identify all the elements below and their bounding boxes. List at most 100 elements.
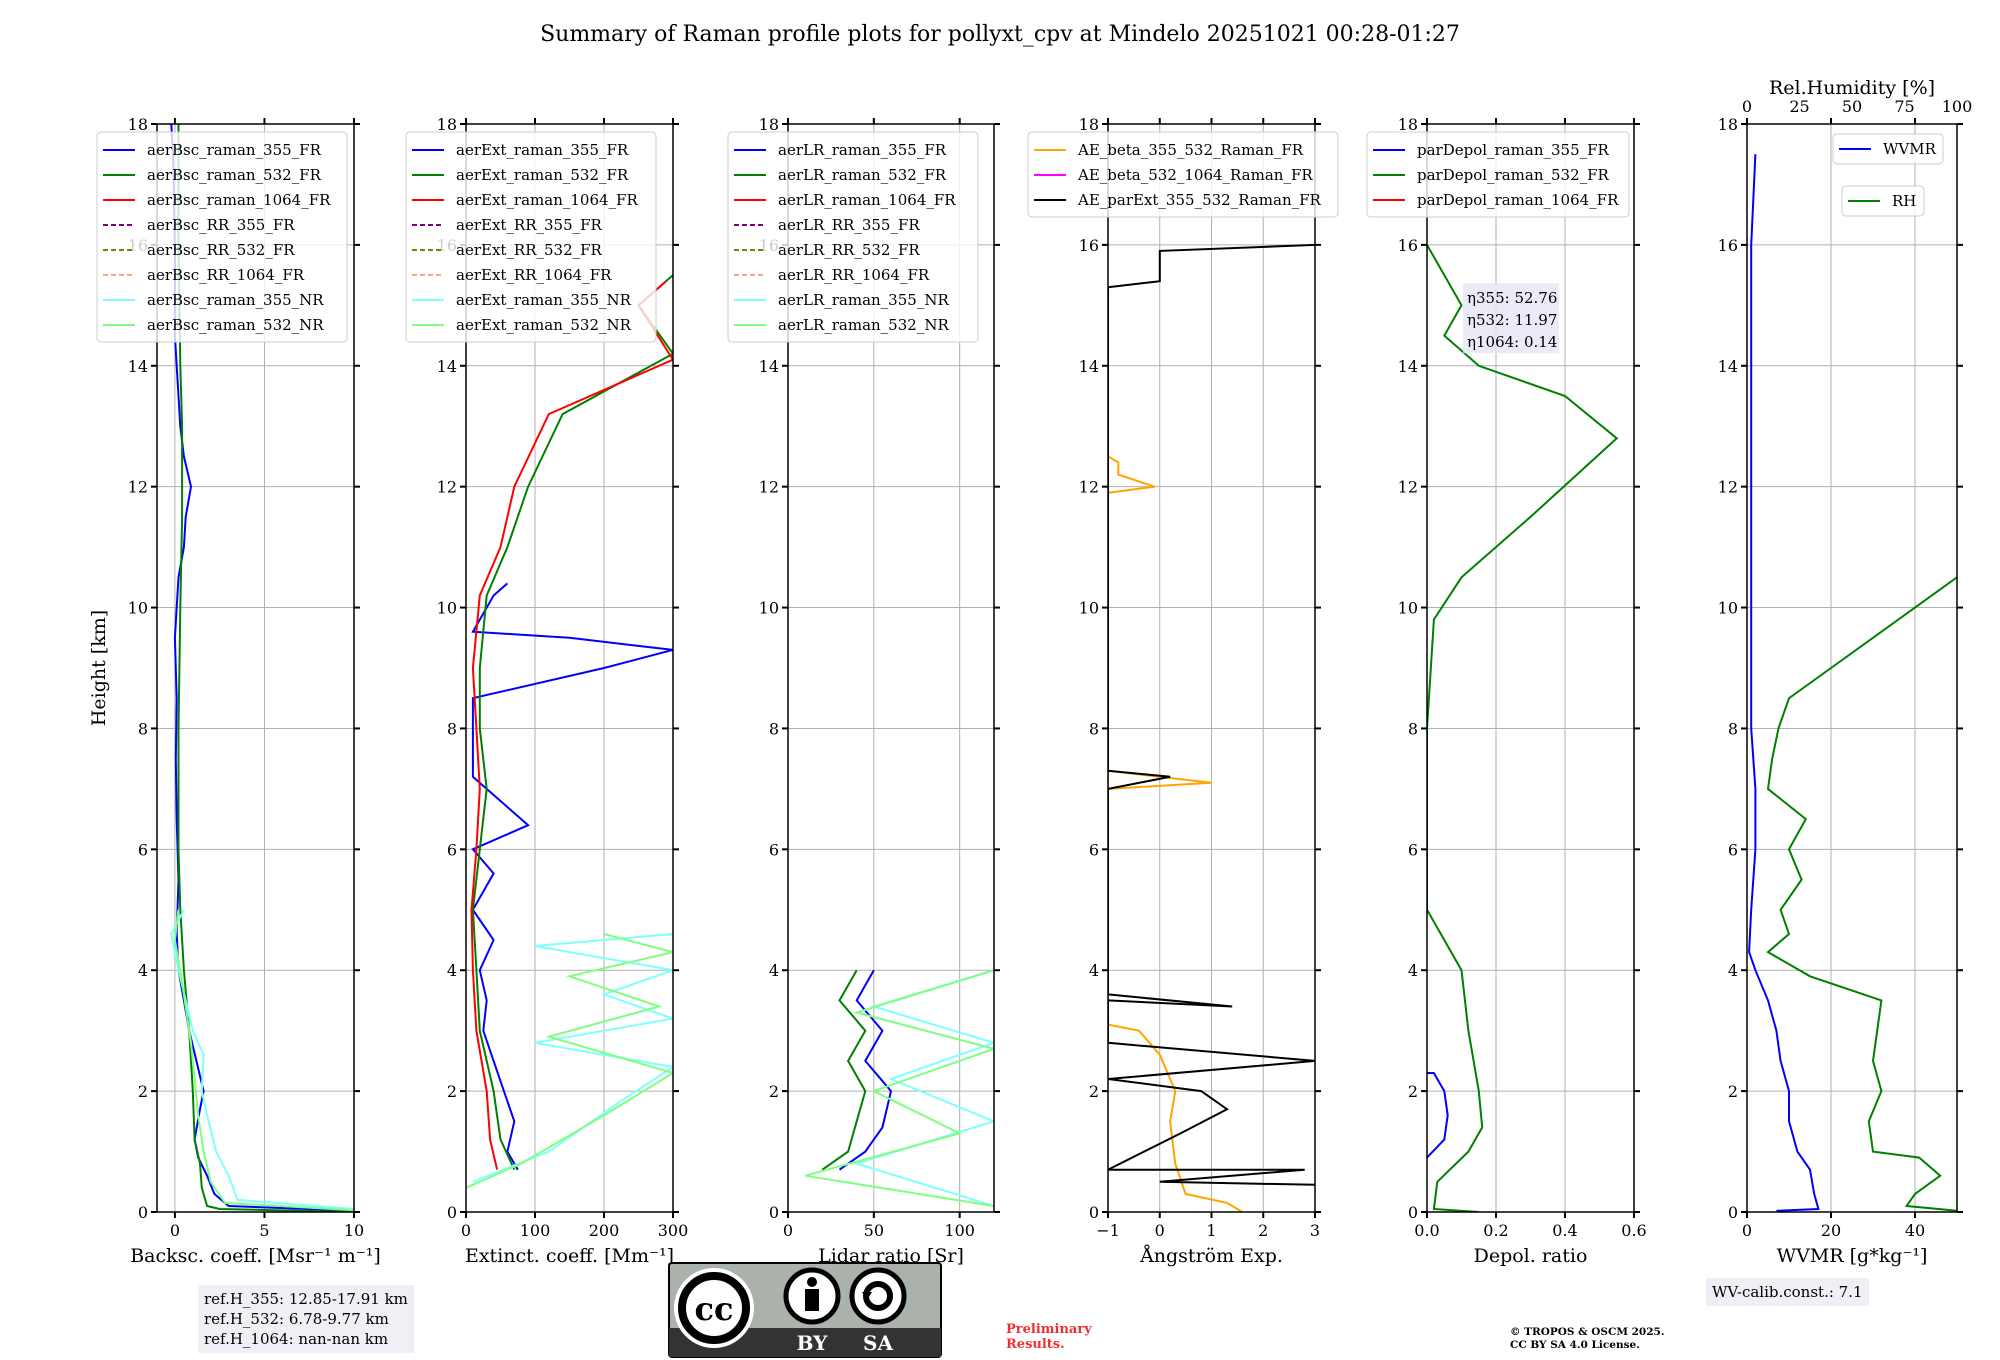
y-tick-label: 8: [447, 719, 457, 738]
eta-355: η355: 52.76: [1467, 289, 1557, 307]
y-tick-label: 4: [447, 961, 457, 980]
y-tick-label: 4: [138, 961, 148, 980]
eta-1064: η1064: 0.14: [1467, 333, 1557, 351]
y-tick-label: 4: [1089, 961, 1099, 980]
y-tick-label: 16: [1718, 236, 1738, 255]
top-x-tick-label: 50: [1842, 97, 1862, 116]
y-tick-label: 6: [1728, 840, 1738, 859]
y-tick-label: 0: [138, 1203, 148, 1222]
x-tick-label: 0: [461, 1221, 471, 1240]
series-line-aerBsc_raman_532_FR: [177, 124, 354, 1212]
x-tick-label: 100: [520, 1221, 551, 1240]
badge-label-sa: SA: [863, 1331, 893, 1355]
x-tick-label: 300: [658, 1221, 689, 1240]
series-line-aerExt_raman_1064_FR: [470, 280, 673, 1170]
legend-label: aerBsc_RR_532_FR: [147, 241, 295, 259]
top-x-tick-label: 75: [1894, 97, 1914, 116]
cc-by-sa-badge: cc BY SA: [668, 1262, 942, 1358]
y-tick-label: 6: [1089, 840, 1099, 859]
x-tick-label: 5: [259, 1221, 269, 1240]
legend-label: WVMR: [1883, 140, 1937, 158]
figure-title: Summary of Raman profile plots for polly…: [540, 22, 1460, 47]
legend-label: parDepol_raman_355_FR: [1417, 141, 1610, 159]
axes-water_vapor: 0 20 40 0 2 4 6 8 10 12 14 16 18 WVMR [g*kg⁻¹] 0 25 50 75…: [1718, 77, 1973, 1267]
y-tick-label: 0: [1728, 1203, 1738, 1222]
y-tick-label: 2: [1089, 1082, 1099, 1101]
y-tick-label: 2: [1408, 1082, 1418, 1101]
legend-label: aerBsc_RR_355_FR: [147, 216, 295, 234]
legend: aerBsc_raman_355_FR aerBsc_raman_532_FRae…: [96, 131, 348, 343]
axes-depolarization: 0.0 0.2 0.4 0.6 0 2 4 6 8 10 12 14 16 18 Depol. ratio p…: [1366, 115, 1647, 1267]
y-tick-label: 4: [1408, 961, 1418, 980]
y-tick-label: 8: [769, 719, 779, 738]
x-tick-label: 50: [864, 1221, 884, 1240]
series-line-aerBsc_raman_355_NR: [170, 909, 354, 1210]
legend-label: aerExt_RR_532_FR: [456, 241, 603, 259]
y-tick-label: 8: [1728, 719, 1738, 738]
axes-extinction: 0100200300024681012141618Extinct. coeff.…: [405, 115, 689, 1267]
axes-backscatter: 0510024681012141618Backsc. coeff. [Msr⁻¹…: [88, 115, 381, 1267]
x-tick-label: 0.0: [1414, 1221, 1439, 1240]
y-tick-label: 14: [1398, 357, 1418, 376]
series-line-WVMR: [1748, 154, 1820, 1212]
series-line-RH: [1766, 576, 1957, 1212]
legend-frame: [405, 131, 657, 343]
preliminary-line-2: Results.: [1006, 1337, 1065, 1352]
x-tick-label: 0: [1155, 1221, 1165, 1240]
y-tick-label: 6: [1408, 840, 1418, 859]
y-tick-label: 14: [759, 357, 779, 376]
top-x-tick-label: 25: [1789, 97, 1809, 116]
y-tick-label: 10: [437, 599, 457, 618]
x-axis-label: Depol. ratio: [1474, 1245, 1588, 1267]
legend-label: aerExt_RR_1064_FR: [456, 266, 612, 284]
y-tick-label: 18: [759, 115, 779, 134]
badge-label-by: BY: [797, 1331, 829, 1355]
y-tick-label: 6: [138, 840, 148, 859]
series-line-aerLR_raman_532_FR: [821, 969, 867, 1171]
ref-height-532: ref.H_532: 6.78-9.77 km: [204, 1310, 389, 1328]
preliminary-line-1: Preliminary: [1006, 1322, 1092, 1337]
series-line-aerLR_raman_355_FR: [838, 969, 893, 1171]
y-tick-label: 14: [1718, 357, 1738, 376]
legend-label: parDepol_raman_532_FR: [1417, 166, 1610, 184]
top-x-tick-label: 0: [1742, 97, 1752, 116]
y-tick-label: 18: [1079, 115, 1099, 134]
y-tick-label: 6: [447, 840, 457, 859]
depol-eta-annotation: η355: 52.76 η532: 11.97 η1064: 0.14: [1463, 283, 1559, 354]
y-tick-label: 8: [1408, 719, 1418, 738]
legend-label: aerLR_raman_532_NR: [778, 316, 949, 334]
legend-label: aerExt_raman_532_NR: [456, 316, 632, 334]
y-tick-label: 2: [138, 1082, 148, 1101]
legend-RH: RH: [1841, 185, 1925, 217]
x-axis-label: Lidar ratio [Sr]: [818, 1245, 964, 1267]
y-tick-label: 10: [1718, 599, 1738, 618]
legend-label: aerBsc_raman_355_NR: [147, 291, 324, 309]
y-tick-label: 18: [1718, 115, 1738, 134]
y-tick-label: 10: [1079, 599, 1099, 618]
x-tick-label: 0: [1742, 1221, 1752, 1240]
legend-label: AE_parExt_355_532_Raman_FR: [1077, 191, 1322, 209]
series-group: [170, 124, 354, 1212]
wv-calibration-box: WV-calib.const.: 7.1: [1706, 1278, 1869, 1306]
copyright-line-2: CC BY SA 4.0 License.: [1510, 1339, 1640, 1351]
legend-label: aerLR_raman_355_NR: [778, 291, 949, 309]
y-tick-label: 4: [1728, 961, 1738, 980]
series-line-parDepol_raman_355_FR: [1427, 1072, 1449, 1159]
y-tick-label: 2: [769, 1082, 779, 1101]
series-group: [1108, 243, 1315, 1212]
legend-label: aerExt_raman_355_NR: [456, 291, 632, 309]
y-tick-label: 18: [1398, 115, 1418, 134]
y-tick-label: 0: [1408, 1203, 1418, 1222]
legend-label: aerLR_raman_532_FR: [778, 166, 947, 184]
axes-frame: [156, 123, 355, 1213]
wv-calibration-constant: WV-calib.const.: 7.1: [1712, 1283, 1863, 1301]
axes-frame: [465, 123, 674, 1213]
series-group: [804, 969, 994, 1207]
y-tick-label: 18: [437, 115, 457, 134]
y-tick-label: 12: [437, 478, 457, 497]
x-tick-label: 0.2: [1483, 1221, 1508, 1240]
legend-label: parDepol_raman_1064_FR: [1417, 191, 1619, 209]
legend-label: aerBsc_raman_532_FR: [147, 166, 322, 184]
series-group: [1748, 154, 1957, 1212]
